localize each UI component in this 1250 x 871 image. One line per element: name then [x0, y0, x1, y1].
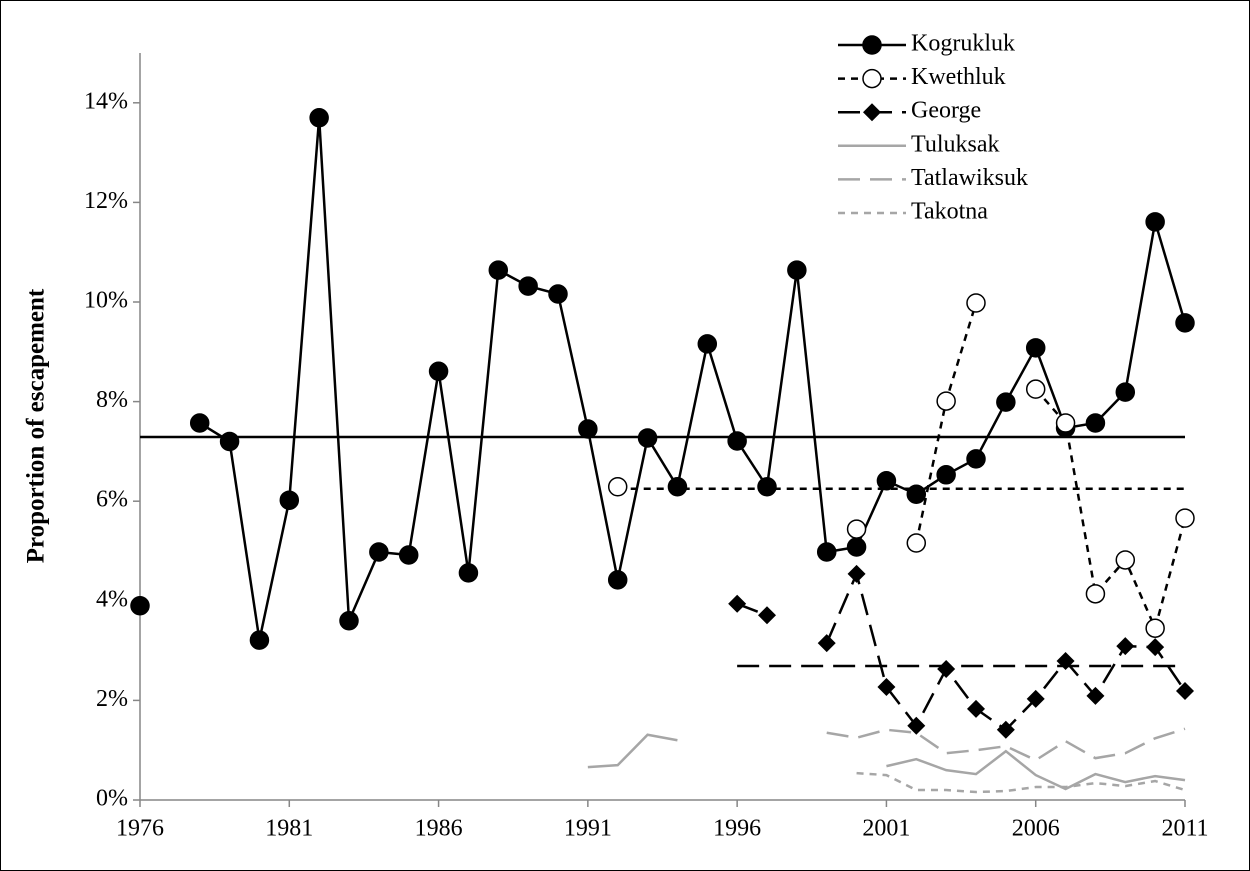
data-point [1145, 618, 1165, 638]
legend-label: Tuluksak [911, 131, 999, 157]
data-point [1025, 338, 1046, 358]
data-point [906, 533, 927, 553]
data-point [697, 334, 718, 354]
data-point [1085, 413, 1106, 433]
legend-label: Kwethluk [911, 64, 1006, 90]
series-line [826, 727, 1186, 762]
legend-label: Kogrukluk [911, 31, 1015, 57]
data-point [607, 570, 628, 590]
data-point [728, 594, 747, 613]
legend-marker [862, 35, 882, 55]
data-point [758, 606, 776, 625]
series-line [199, 117, 1187, 641]
data-point [249, 630, 270, 650]
data-point [488, 260, 509, 280]
data-point [847, 564, 866, 583]
y-tick-label: 12% [84, 188, 128, 214]
y-tick-label: 10% [84, 288, 128, 314]
data-point [1055, 413, 1076, 433]
data-point [966, 449, 986, 469]
legend-marker [862, 68, 882, 89]
y-axis-title: Proportion of escapement [23, 288, 50, 563]
legend-label: George [911, 98, 981, 124]
data-point [1086, 686, 1105, 705]
data-point [1116, 637, 1135, 656]
data-point [369, 542, 389, 562]
data-point [518, 276, 538, 296]
data-point [727, 431, 747, 451]
data-point [607, 477, 628, 497]
data-point [1175, 508, 1195, 528]
data-point [339, 610, 359, 631]
data-point [1115, 382, 1136, 402]
data-point [309, 107, 329, 128]
x-tick-label: 2011 [1161, 816, 1208, 842]
y-tick-label: 0% [96, 786, 128, 812]
data-point [936, 391, 956, 411]
x-tick-label: 1986 [415, 816, 463, 842]
y-tick-label: 2% [96, 686, 128, 712]
data-point [936, 465, 956, 485]
data-point [967, 699, 985, 718]
data-point [787, 260, 807, 280]
legend-label: Takotna [911, 199, 988, 225]
data-point [219, 431, 240, 452]
data-point [1176, 681, 1194, 700]
data-point [846, 537, 867, 557]
data-point [966, 293, 986, 313]
x-tick-label: 1996 [713, 816, 761, 842]
data-point [1175, 313, 1195, 333]
legend-label: Tatlawiksuk [911, 165, 1028, 191]
data-point [1025, 379, 1046, 399]
x-tick-label: 2006 [1012, 816, 1060, 842]
data-point [279, 490, 300, 510]
series-line [856, 771, 1186, 794]
data-point [996, 720, 1015, 739]
x-tick-label: 1976 [116, 816, 164, 842]
data-point [1085, 584, 1106, 604]
data-point [1026, 689, 1045, 708]
data-point [877, 677, 896, 696]
data-point [189, 413, 210, 433]
data-point [578, 419, 598, 439]
data-point [817, 634, 836, 653]
data-point [667, 477, 688, 497]
y-tick-label: 14% [84, 88, 128, 114]
data-point [1145, 212, 1165, 232]
data-point [130, 596, 150, 616]
y-tick-label: 8% [96, 387, 128, 413]
data-point [846, 519, 867, 539]
data-point [1115, 550, 1136, 570]
data-point [907, 716, 926, 735]
data-point [876, 471, 897, 491]
data-point [458, 563, 479, 583]
y-tick-label: 4% [96, 586, 128, 612]
legend-marker [863, 103, 881, 122]
x-tick-label: 1981 [265, 816, 313, 842]
data-point [996, 392, 1016, 412]
data-point [937, 660, 956, 679]
data-point [398, 545, 419, 565]
data-point [816, 542, 837, 562]
x-tick-label: 2001 [862, 816, 910, 842]
data-point [1146, 638, 1165, 657]
data-point [548, 284, 568, 304]
data-point [428, 361, 449, 381]
data-point [637, 428, 658, 448]
series-line [587, 733, 1186, 791]
data-point [1056, 652, 1075, 671]
x-tick-label: 1991 [564, 816, 612, 842]
data-point [757, 477, 777, 497]
y-tick-label: 6% [96, 487, 128, 513]
